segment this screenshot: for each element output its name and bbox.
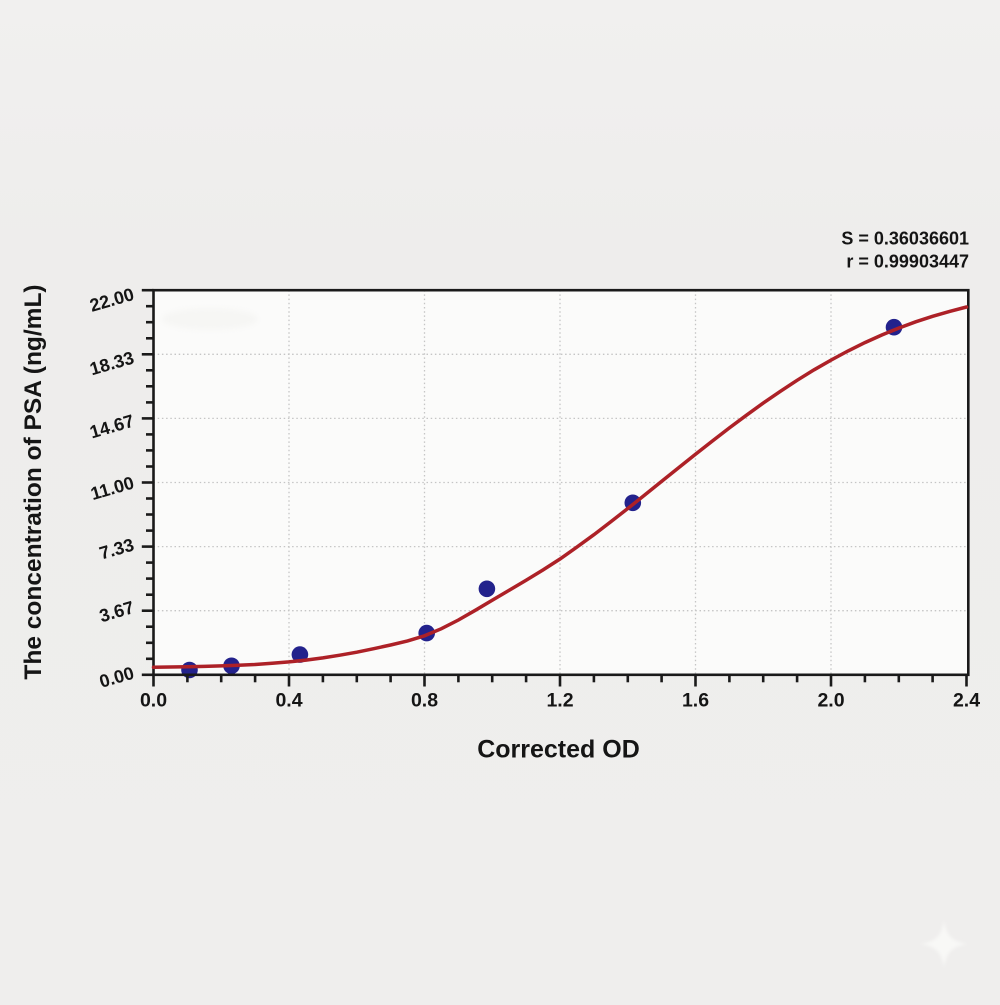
svg-text:r = 0.99903447: r = 0.99903447 [846, 252, 969, 272]
svg-text:0.4: 0.4 [275, 690, 302, 712]
svg-text:0.0: 0.0 [140, 690, 167, 712]
svg-text:0.8: 0.8 [411, 690, 438, 712]
svg-text:Corrected OD: Corrected OD [477, 736, 640, 764]
svg-text:The concentration of PSA (ng/m: The concentration of PSA (ng/mL) [20, 284, 47, 679]
svg-text:S = 0.36036601: S = 0.36036601 [841, 229, 969, 249]
svg-text:1.6: 1.6 [682, 690, 709, 712]
svg-text:2.4: 2.4 [953, 690, 980, 712]
svg-text:1.2: 1.2 [546, 690, 573, 712]
svg-text:2.0: 2.0 [817, 690, 844, 712]
